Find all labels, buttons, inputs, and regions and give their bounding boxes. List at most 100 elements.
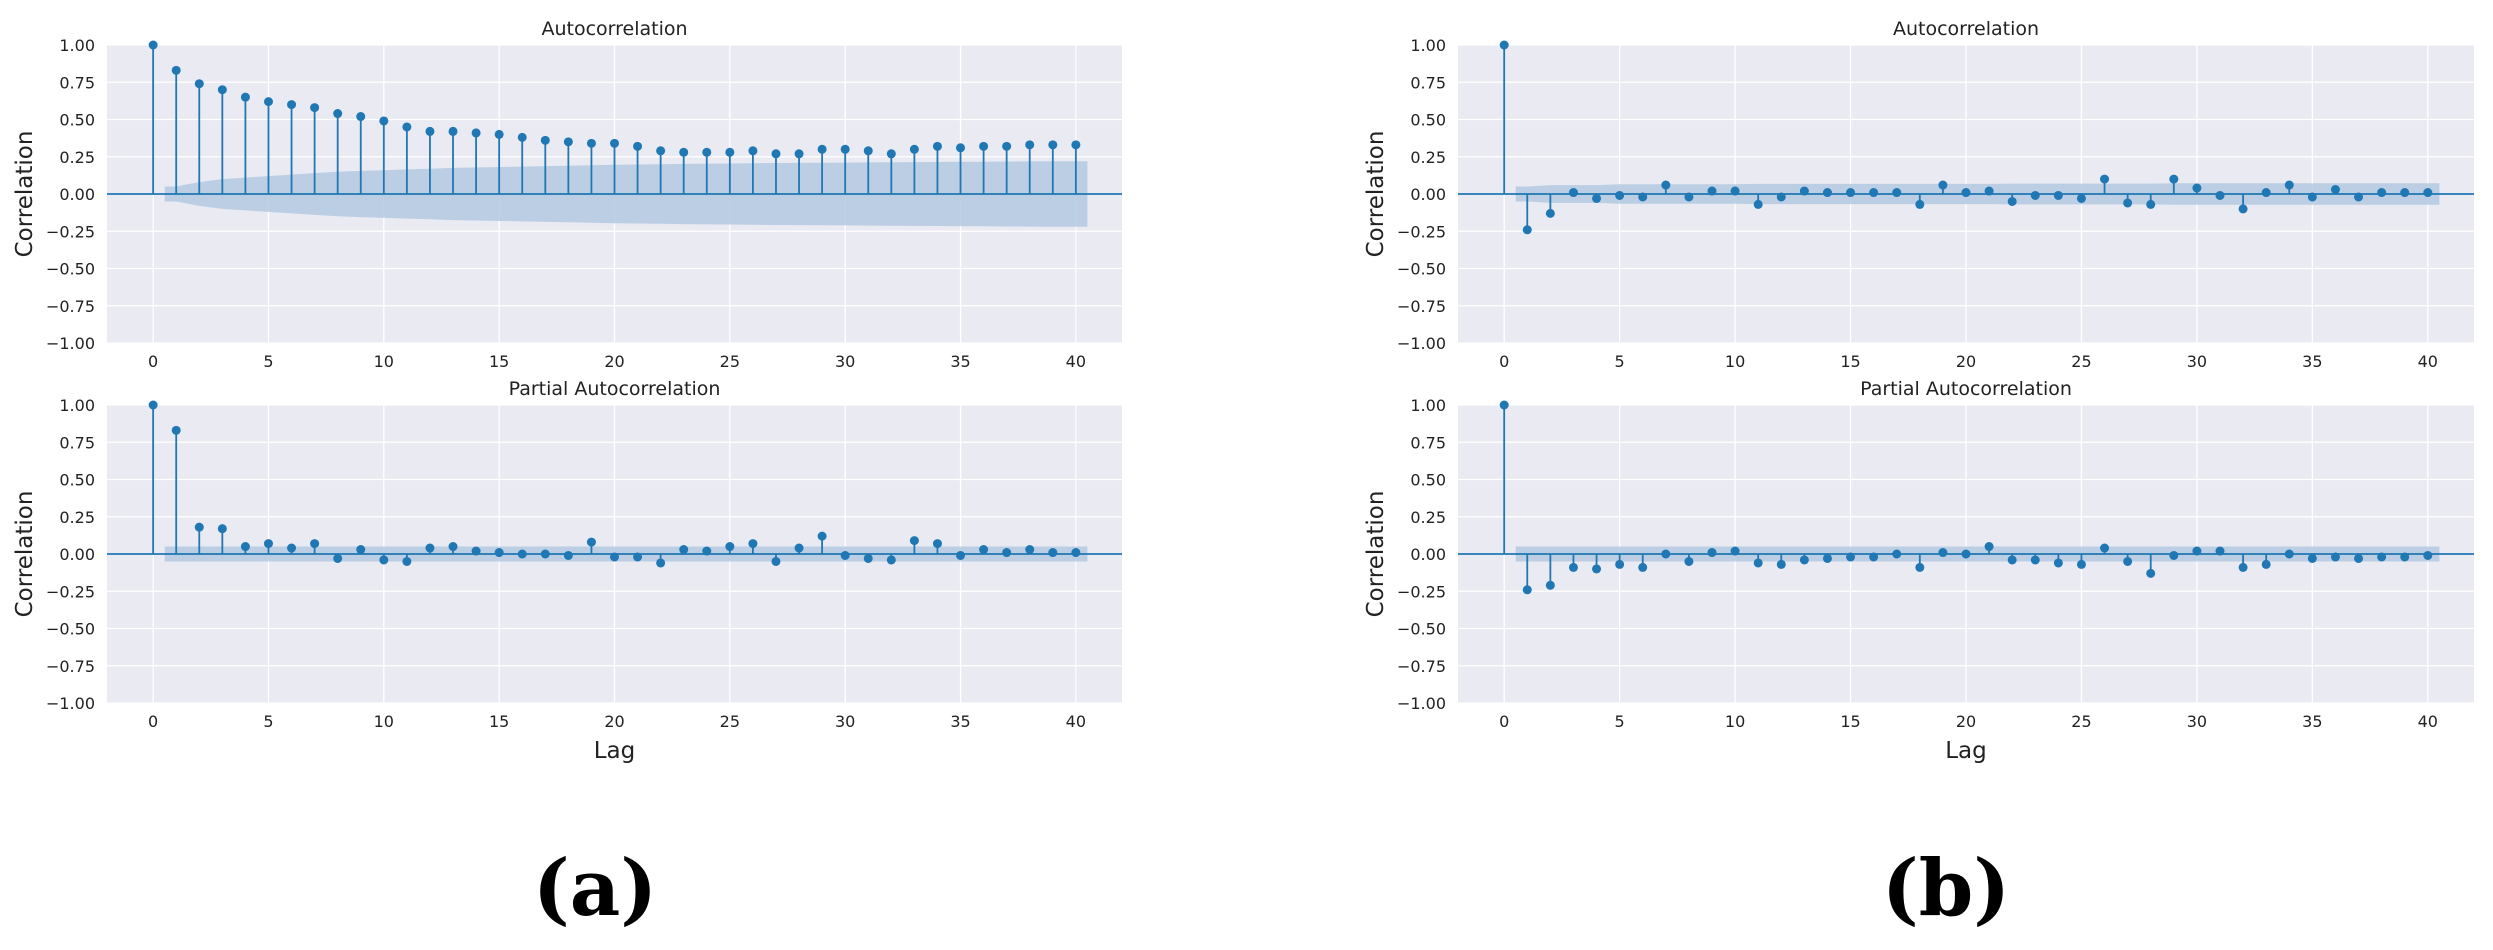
marker-lag-2 xyxy=(194,79,204,89)
marker-lag-14 xyxy=(471,128,481,138)
marker-lag-27 xyxy=(2123,198,2133,208)
y-tick-label: 0.25 xyxy=(1410,508,1446,527)
marker-lag-39 xyxy=(1048,140,1058,150)
marker-lag-19 xyxy=(1938,180,1948,190)
x-tick-label: 40 xyxy=(2418,712,2438,731)
marker-lag-26 xyxy=(2100,174,2110,184)
x-tick-label: 0 xyxy=(148,352,158,371)
marker-lag-22 xyxy=(656,146,666,156)
y-tick-label: 0.00 xyxy=(59,545,95,564)
x-tick-label: 20 xyxy=(604,712,624,731)
marker-lag-8 xyxy=(1684,192,1694,202)
marker-lag-20 xyxy=(1961,188,1971,198)
marker-lag-4 xyxy=(240,92,250,102)
marker-lag-23 xyxy=(679,147,689,157)
x-tick-label: 5 xyxy=(1615,712,1625,731)
y-tick-label: −0.50 xyxy=(46,620,95,639)
marker-lag-9 xyxy=(356,545,366,555)
marker-lag-29 xyxy=(2169,174,2179,184)
marker-lag-19 xyxy=(1938,548,1948,558)
marker-lag-12 xyxy=(1776,192,1786,202)
y-axis-label: Correlation xyxy=(1363,131,1389,258)
marker-lag-24 xyxy=(2053,190,2063,200)
y-axis-label: Correlation xyxy=(12,131,38,258)
y-tick-label: −0.50 xyxy=(46,260,95,279)
y-tick-label: −0.50 xyxy=(1397,260,1446,279)
marker-lag-1 xyxy=(171,65,181,75)
marker-lag-16 xyxy=(1869,552,1879,562)
marker-lag-33 xyxy=(2261,559,2271,569)
marker-lag-11 xyxy=(402,556,412,566)
marker-lag-20 xyxy=(610,138,619,148)
marker-lag-20 xyxy=(610,552,619,562)
marker-lag-6 xyxy=(1638,192,1648,202)
chart-title: Autocorrelation xyxy=(1893,18,2039,40)
marker-lag-35 xyxy=(956,550,966,560)
marker-lag-13 xyxy=(1799,186,1809,196)
y-tick-label: 0.25 xyxy=(59,508,95,527)
y-axis-label: Correlation xyxy=(1363,491,1389,618)
marker-lag-22 xyxy=(2007,555,2017,565)
y-tick-label: 1.00 xyxy=(59,36,95,55)
marker-lag-24 xyxy=(702,546,712,556)
marker-lag-12 xyxy=(1776,559,1786,569)
marker-lag-40 xyxy=(2423,188,2433,198)
y-tick-label: −0.25 xyxy=(46,222,95,241)
marker-lag-26 xyxy=(748,539,758,549)
marker-lag-17 xyxy=(540,135,550,145)
marker-lag-35 xyxy=(2307,192,2317,202)
marker-lag-5 xyxy=(263,539,273,549)
marker-lag-5 xyxy=(1615,190,1625,200)
x-tick-label: 35 xyxy=(2302,352,2322,371)
marker-lag-38 xyxy=(2377,188,2387,198)
marker-lag-28 xyxy=(794,149,804,159)
marker-lag-32 xyxy=(2238,204,2248,214)
y-tick-label: −1.00 xyxy=(1397,334,1446,353)
marker-lag-37 xyxy=(1002,141,1012,151)
y-tick-label: 0.75 xyxy=(59,73,95,92)
panel-label-a: (a) xyxy=(533,843,657,934)
marker-lag-14 xyxy=(1822,553,1832,563)
marker-lag-6 xyxy=(287,543,297,553)
marker-lag-8 xyxy=(333,109,343,119)
marker-lag-10 xyxy=(1730,546,1740,556)
marker-lag-28 xyxy=(2146,568,2156,578)
x-tick-label: 25 xyxy=(720,712,740,731)
chart-title: Partial Autocorrelation xyxy=(509,378,721,400)
y-tick-label: −0.25 xyxy=(46,582,95,601)
marker-lag-7 xyxy=(1661,180,1671,190)
marker-lag-23 xyxy=(679,545,689,555)
y-tick-label: 0.75 xyxy=(59,433,95,452)
x-tick-label: 10 xyxy=(374,352,394,371)
chart-panel-3: 1.00 0.75 0.50 0.25 0.00 −0.25 −0.50 −0.75 −1.00… xyxy=(1363,378,2474,764)
x-tick-label: 5 xyxy=(263,712,273,731)
y-tick-label: −1.00 xyxy=(46,694,95,713)
marker-lag-4 xyxy=(240,542,250,552)
y-tick-label: 1.00 xyxy=(1410,36,1446,55)
marker-lag-2 xyxy=(1545,208,1555,218)
y-tick-label: −0.75 xyxy=(1397,297,1446,316)
marker-lag-3 xyxy=(1568,188,1578,198)
marker-lag-10 xyxy=(379,555,389,565)
marker-lag-30 xyxy=(840,144,850,154)
marker-lag-14 xyxy=(471,546,481,556)
marker-lag-11 xyxy=(402,122,412,132)
marker-lag-28 xyxy=(794,543,804,553)
marker-lag-13 xyxy=(448,126,458,136)
marker-lag-28 xyxy=(2146,199,2156,209)
marker-lag-5 xyxy=(263,97,273,107)
marker-lag-36 xyxy=(2330,552,2340,562)
marker-lag-0 xyxy=(148,400,158,410)
marker-lag-9 xyxy=(356,112,366,122)
x-axis-label: Lag xyxy=(1945,738,1987,764)
marker-lag-31 xyxy=(2215,546,2225,556)
marker-lag-29 xyxy=(2169,550,2179,560)
marker-lag-32 xyxy=(886,149,896,159)
marker-lag-5 xyxy=(1615,559,1625,569)
marker-lag-19 xyxy=(586,138,596,148)
marker-lag-3 xyxy=(217,85,227,95)
marker-lag-27 xyxy=(771,149,781,159)
y-tick-label: −0.75 xyxy=(1397,657,1446,676)
marker-lag-31 xyxy=(863,146,873,156)
